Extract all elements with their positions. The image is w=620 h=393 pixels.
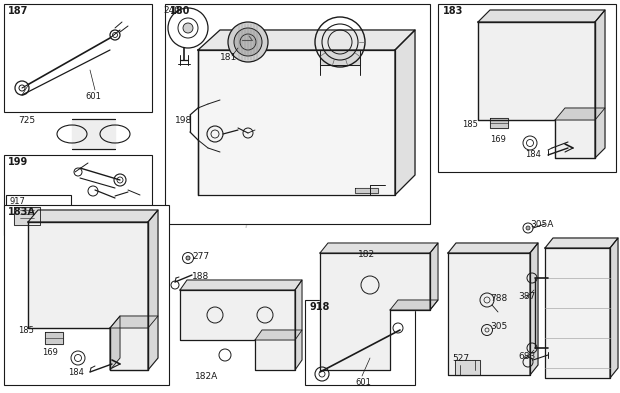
Bar: [4, 155, 152, 235]
Polygon shape: [545, 238, 618, 248]
Text: 601: 601: [85, 92, 101, 101]
Text: 188: 188: [192, 272, 210, 281]
Circle shape: [228, 22, 268, 62]
Polygon shape: [555, 108, 605, 120]
Circle shape: [186, 256, 190, 260]
Polygon shape: [180, 290, 295, 370]
Polygon shape: [610, 238, 618, 378]
Polygon shape: [198, 50, 395, 195]
Polygon shape: [448, 253, 530, 375]
Bar: [4, 4, 152, 112]
Text: 917: 917: [9, 197, 25, 206]
Text: 184: 184: [525, 150, 541, 159]
Polygon shape: [448, 243, 538, 253]
Polygon shape: [320, 243, 438, 253]
Text: 527: 527: [452, 354, 469, 363]
Text: 198: 198: [175, 116, 192, 125]
Bar: [438, 4, 616, 172]
Polygon shape: [14, 207, 40, 225]
Text: 199: 199: [8, 157, 29, 167]
Text: 601: 601: [355, 378, 371, 387]
Text: 185: 185: [462, 120, 478, 129]
Text: 788: 788: [490, 294, 507, 303]
Circle shape: [526, 226, 530, 230]
Polygon shape: [490, 118, 508, 128]
Circle shape: [234, 28, 262, 56]
Text: 277: 277: [192, 252, 209, 261]
Polygon shape: [395, 30, 415, 195]
Bar: [165, 4, 430, 224]
Text: 185: 185: [18, 326, 34, 335]
Text: 169: 169: [42, 348, 58, 357]
Text: 169: 169: [490, 135, 506, 144]
Text: 918: 918: [310, 302, 330, 312]
Text: 240: 240: [163, 6, 180, 15]
Text: 182: 182: [358, 250, 375, 259]
Text: 182A: 182A: [195, 372, 218, 381]
Polygon shape: [198, 30, 415, 50]
Polygon shape: [148, 210, 158, 370]
Text: 683: 683: [518, 352, 535, 361]
Polygon shape: [478, 22, 595, 158]
Bar: [4, 205, 169, 385]
Text: 184: 184: [68, 368, 84, 377]
Polygon shape: [478, 10, 605, 22]
Polygon shape: [72, 119, 115, 149]
Bar: [305, 300, 415, 385]
Polygon shape: [180, 280, 302, 290]
Polygon shape: [545, 248, 610, 378]
Text: 181: 181: [220, 53, 237, 62]
Text: 183A: 183A: [8, 207, 36, 217]
Text: 180: 180: [170, 6, 190, 16]
Polygon shape: [320, 253, 430, 370]
Polygon shape: [255, 330, 302, 340]
Polygon shape: [355, 188, 378, 193]
Circle shape: [183, 23, 193, 33]
Text: 305: 305: [490, 322, 507, 331]
Text: 725: 725: [18, 116, 35, 125]
Text: 183: 183: [443, 6, 463, 16]
Polygon shape: [530, 243, 538, 375]
Polygon shape: [110, 316, 120, 370]
Polygon shape: [110, 316, 158, 328]
Polygon shape: [295, 280, 302, 370]
Bar: [6, 195, 71, 231]
Polygon shape: [455, 360, 480, 375]
Polygon shape: [45, 332, 63, 344]
Polygon shape: [430, 243, 438, 310]
Polygon shape: [390, 300, 438, 310]
Text: 305A: 305A: [530, 220, 554, 229]
Polygon shape: [320, 50, 360, 65]
Text: eReplacementParts.com: eReplacementParts.com: [216, 213, 404, 228]
Polygon shape: [595, 10, 605, 158]
Polygon shape: [28, 222, 148, 370]
Text: 187: 187: [8, 6, 29, 16]
Polygon shape: [28, 210, 158, 222]
Text: 387: 387: [518, 292, 535, 301]
